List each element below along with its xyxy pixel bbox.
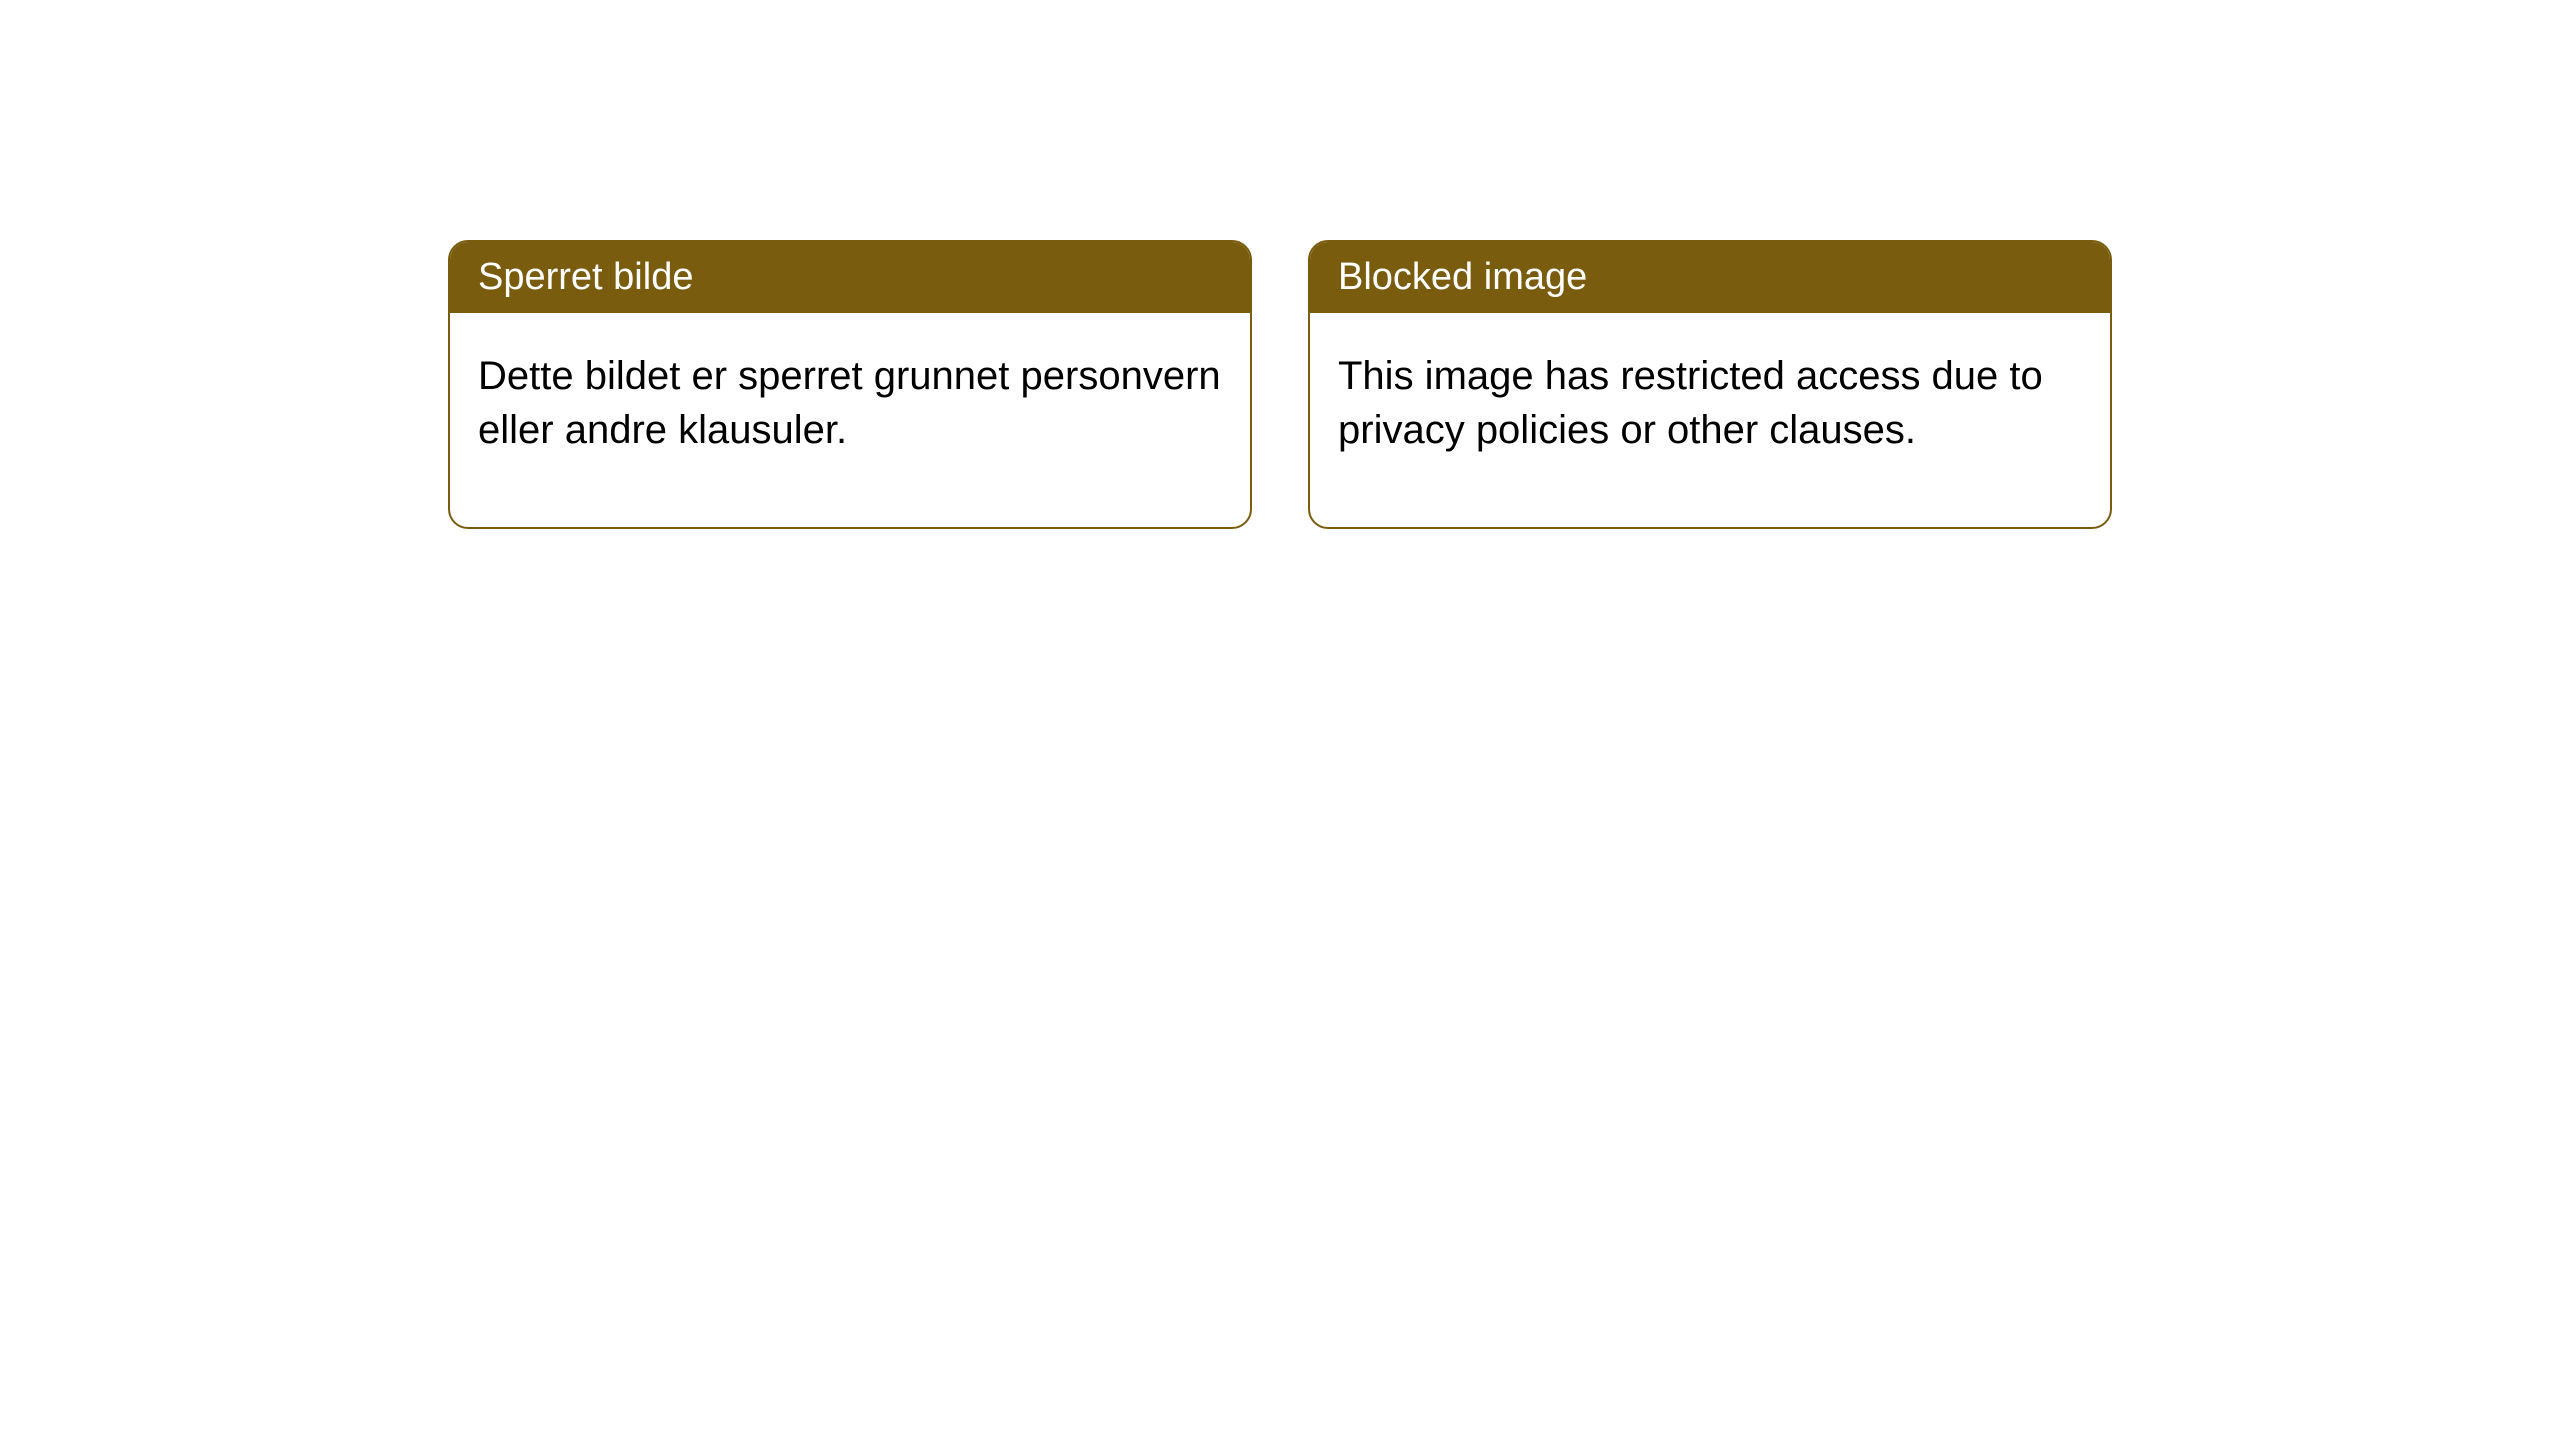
notice-card-body: Dette bildet er sperret grunnet personve…: [450, 313, 1250, 527]
notice-card-title: Sperret bilde: [450, 242, 1250, 313]
notice-card-en: Blocked image This image has restricted …: [1308, 240, 2112, 529]
notice-container: Sperret bilde Dette bildet er sperret gr…: [448, 240, 2560, 529]
notice-card-body: This image has restricted access due to …: [1310, 313, 2110, 527]
notice-card-title: Blocked image: [1310, 242, 2110, 313]
notice-card-no: Sperret bilde Dette bildet er sperret gr…: [448, 240, 1252, 529]
